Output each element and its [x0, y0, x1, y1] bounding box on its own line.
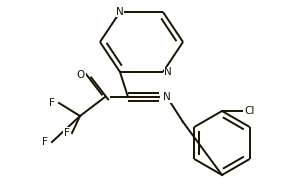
- Text: Cl: Cl: [244, 106, 254, 116]
- Text: O: O: [77, 70, 85, 80]
- Text: F: F: [49, 98, 55, 108]
- Text: F: F: [42, 137, 48, 147]
- Text: F: F: [64, 128, 70, 138]
- Text: N: N: [164, 67, 172, 77]
- Text: N: N: [116, 7, 124, 17]
- Text: N: N: [163, 92, 171, 102]
